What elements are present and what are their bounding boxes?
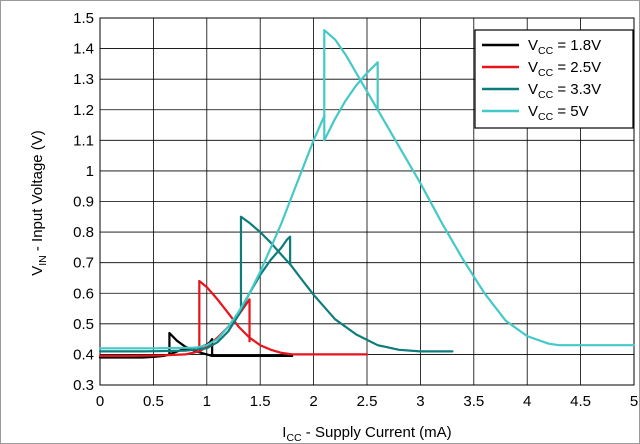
x-tick-label: 0 — [96, 393, 104, 410]
x-axis-title: ICC - Supply Current (mA) — [282, 424, 451, 444]
x-tick-label: 4.5 — [570, 393, 591, 410]
y-tick-label: 0.6 — [73, 285, 94, 302]
legend-label: VCC = 2.5V — [528, 59, 601, 79]
tick-labels: 0 0.5 1 1.5 2 2.5 3 3.5 4 4.5 5 0.3 0.4 0.5 0.6 0.7 0.8 0… — [73, 10, 638, 410]
y-tick-label: 0.3 — [73, 377, 94, 394]
series-line-falling — [198, 279, 369, 356]
series-line-rising — [98, 235, 292, 353]
legend-label: VCC = 1.8V — [528, 37, 601, 57]
x-tick-label: 5 — [630, 393, 638, 410]
y-axis-title: VIN - Input Voltage (V) — [29, 130, 49, 276]
series-line-falling — [239, 215, 454, 353]
y-tick-label: 0.7 — [73, 255, 94, 272]
x-tick-label: 4 — [523, 393, 531, 410]
y-tick-label: 1.1 — [73, 132, 94, 149]
series-line-falling — [168, 331, 294, 357]
x-tick-label: 3.5 — [463, 393, 484, 410]
x-tick-label: 2.5 — [357, 393, 378, 410]
y-tick-label: 1.2 — [73, 102, 94, 119]
x-tick-label: 0.5 — [143, 393, 164, 410]
y-tick-label: 0.5 — [73, 316, 94, 333]
y-tick-label: 0.8 — [73, 224, 94, 241]
series-line-falling — [323, 29, 636, 347]
series-line-rising-2 — [323, 61, 379, 142]
y-tick-label: 0.9 — [73, 194, 94, 211]
y-tick-label: 1.4 — [73, 41, 94, 58]
x-tick-label: 1 — [203, 393, 211, 410]
y-tick-label: 0.4 — [73, 346, 94, 363]
legend-label: VCC = 5V — [528, 103, 589, 123]
y-tick-label: 1.3 — [73, 71, 94, 88]
legend-label: VCC = 3.3V — [528, 81, 601, 101]
y-tick-label: 1 — [86, 163, 94, 180]
x-tick-label: 1.5 — [250, 393, 271, 410]
x-tick-label: 3 — [416, 393, 424, 410]
y-tick-label: 1.5 — [73, 10, 94, 27]
series-3 — [98, 29, 636, 350]
series-layer — [98, 29, 636, 359]
x-tick-label: 2 — [309, 393, 317, 410]
series-line-rising — [98, 114, 326, 350]
series-2 — [98, 215, 454, 353]
